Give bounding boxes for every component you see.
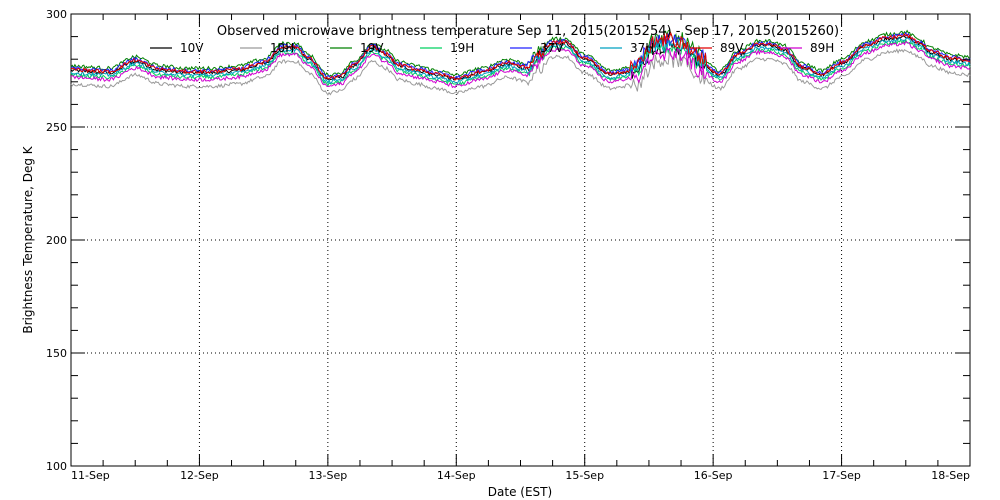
- y-axis-title: Brightness Temperature, Deg K: [21, 145, 35, 333]
- chart-title: Observed microwave brightness temperatur…: [217, 24, 839, 39]
- y-tick-label: 150: [46, 347, 67, 360]
- y-tick-label: 100: [46, 460, 67, 473]
- series-line-37v: [70, 31, 971, 80]
- grid-lines: [71, 14, 970, 466]
- x-tick-label: 12-Sep: [180, 469, 219, 482]
- x-tick-label: 17-Sep: [822, 469, 861, 482]
- legend-label-37v: 37V: [540, 41, 564, 55]
- x-tick-label: 16-Sep: [694, 469, 733, 482]
- series-line-89v: [70, 31, 971, 81]
- legend-label-37h: 37H: [630, 41, 654, 55]
- legend: 10V 10H 19V 19H 37V 37H 89V 89H: [150, 41, 834, 55]
- legend-label-19h: 19H: [450, 41, 474, 55]
- y-tick-labels: 100 150 200 250 300: [46, 8, 67, 473]
- y-tick-label: 200: [46, 234, 67, 247]
- x-tick-label: 13-Sep: [309, 469, 348, 482]
- x-tick-label: 18-Sep: [931, 469, 970, 482]
- x-tick-label: 14-Sep: [437, 469, 476, 482]
- axis-ticks: [70, 13, 971, 467]
- series-line-10h: [70, 48, 971, 96]
- y-tick-label: 250: [46, 121, 67, 134]
- legend-label-89h: 89H: [810, 41, 834, 55]
- series-line-89h: [70, 41, 971, 89]
- x-tick-label: 11-Sep: [71, 469, 110, 482]
- legend-label-89v: 89V: [720, 41, 744, 55]
- series-line-37h: [70, 37, 971, 85]
- y-tick-label: 300: [46, 8, 67, 21]
- x-tick-label: 15-Sep: [565, 469, 604, 482]
- x-axis-title: Date (EST): [488, 485, 552, 499]
- series-lines: [70, 28, 971, 96]
- x-tick-labels: 11-Sep 12-Sep 13-Sep 14-Sep 15-Sep 16-Sep 17-S…: [71, 469, 970, 482]
- legend-label-10h: 10H: [270, 41, 294, 55]
- legend-label-19v: 19V: [360, 41, 384, 55]
- series-line-19v: [70, 28, 971, 78]
- legend-label-10v: 10V: [180, 41, 204, 55]
